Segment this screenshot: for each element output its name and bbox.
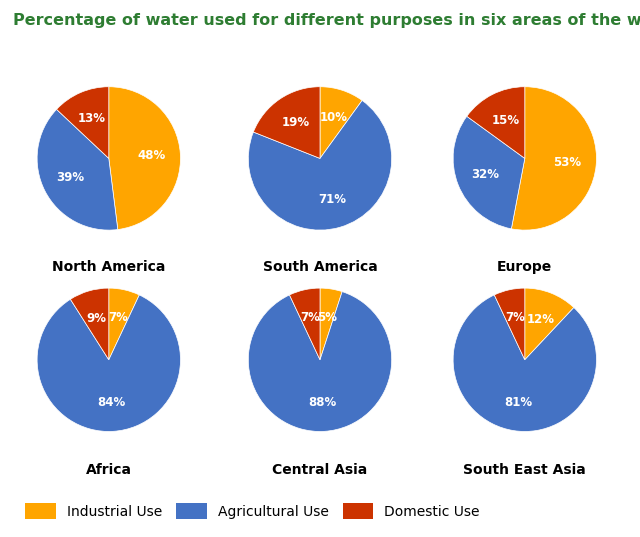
Wedge shape (253, 87, 320, 158)
Text: 53%: 53% (554, 156, 582, 169)
Text: 9%: 9% (87, 312, 107, 325)
Wedge shape (453, 295, 596, 431)
Wedge shape (320, 288, 342, 360)
Wedge shape (320, 87, 362, 158)
Text: 7%: 7% (108, 311, 128, 324)
Text: 5%: 5% (317, 311, 337, 324)
Text: 10%: 10% (319, 111, 348, 124)
Text: Europe: Europe (497, 260, 552, 274)
Text: South East Asia: South East Asia (463, 463, 586, 477)
Legend: Industrial Use, Agricultural Use, Domestic Use: Industrial Use, Agricultural Use, Domest… (20, 498, 485, 525)
Wedge shape (37, 110, 118, 230)
Text: 81%: 81% (504, 396, 532, 409)
Text: 15%: 15% (492, 114, 519, 127)
Wedge shape (70, 288, 109, 360)
Text: 71%: 71% (318, 193, 346, 206)
Wedge shape (248, 100, 392, 230)
Text: Africa: Africa (86, 463, 132, 477)
Wedge shape (453, 117, 525, 229)
Text: Central Asia: Central Asia (273, 463, 367, 477)
Text: 7%: 7% (301, 311, 321, 324)
Wedge shape (37, 295, 180, 431)
Wedge shape (494, 288, 525, 360)
Text: Percentage of water used for different purposes in six areas of the world.: Percentage of water used for different p… (13, 13, 640, 28)
Text: 39%: 39% (56, 171, 84, 184)
Wedge shape (109, 288, 140, 360)
Text: 13%: 13% (77, 112, 106, 126)
Wedge shape (467, 87, 525, 158)
Text: 19%: 19% (282, 117, 310, 129)
Wedge shape (109, 87, 180, 229)
Text: 12%: 12% (527, 313, 555, 326)
Wedge shape (248, 292, 392, 431)
Text: North America: North America (52, 260, 166, 274)
Text: 88%: 88% (308, 396, 337, 409)
Wedge shape (525, 288, 574, 360)
Wedge shape (511, 87, 596, 230)
Wedge shape (289, 288, 320, 360)
Text: 84%: 84% (97, 396, 125, 409)
Text: 32%: 32% (471, 168, 499, 181)
Text: South America: South America (262, 260, 378, 274)
Text: 48%: 48% (138, 149, 166, 162)
Wedge shape (56, 87, 109, 158)
Text: 7%: 7% (506, 311, 525, 324)
